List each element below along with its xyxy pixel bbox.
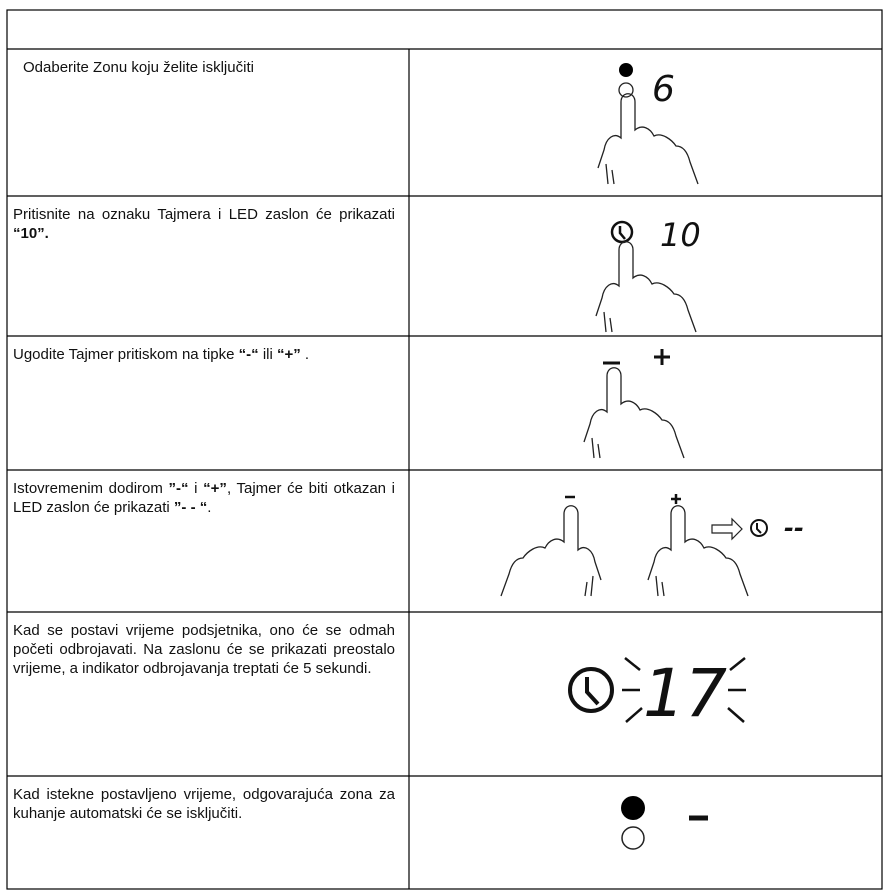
table-borders <box>6 9 883 890</box>
display-digits: -- <box>784 514 804 542</box>
bold-text: ”- - “ <box>173 499 208 516</box>
display-digits: 10 <box>660 216 701 254</box>
bold-text: “+” <box>203 480 227 497</box>
instruction-text: Kad se postavi vrijeme podsjetnika, ono … <box>13 621 395 678</box>
illustration-timer: 10 <box>595 216 701 333</box>
instruction-text: Istovremenim dodirom ”-“ i “+”, Tajmer ć… <box>13 479 395 517</box>
display-digits: 6 <box>652 69 675 110</box>
illustration-off <box>621 796 708 850</box>
text: Odaberite Zonu koju želite isključiti <box>23 59 254 76</box>
text: ili <box>258 346 277 363</box>
illustration-countdown: 17 <box>568 655 746 732</box>
text: Kad se postavi vrijeme podsjetnika, ono … <box>13 622 395 677</box>
illustration-cancel: -- <box>500 494 804 597</box>
bold-text: “+” <box>277 346 301 363</box>
illustration-adjust <box>583 349 685 459</box>
text: Kad istekne postavljeno vrijeme, odgovar… <box>13 786 395 822</box>
text: Istovremenim dodirom <box>13 480 169 497</box>
bold-text: ”-“ <box>168 480 189 497</box>
illustration-zone: 6 <box>597 63 699 185</box>
text: . <box>207 499 212 516</box>
instruction-text: Pritisnite na oznaku Tajmera i LED zaslo… <box>13 205 395 243</box>
text: , Tajmer će biti otkazan i LED zaslon će… <box>13 480 395 516</box>
text: . <box>300 346 310 363</box>
instruction-text: Ugodite Tajmer pritiskom na tipke “-“ il… <box>13 345 395 364</box>
bold-text: “10”. <box>13 225 49 242</box>
display-digits: 17 <box>643 655 727 732</box>
text: Ugodite Tajmer pritiskom na tipke <box>13 346 239 363</box>
bold-text: “-“ <box>238 346 259 363</box>
instruction-text: Odaberite Zonu koju želite isključiti <box>23 58 405 77</box>
instruction-text: Kad istekne postavljeno vrijeme, odgovar… <box>13 785 395 823</box>
text: Pritisnite na oznaku Tajmera i LED zaslo… <box>13 206 395 223</box>
text: i <box>188 480 204 497</box>
